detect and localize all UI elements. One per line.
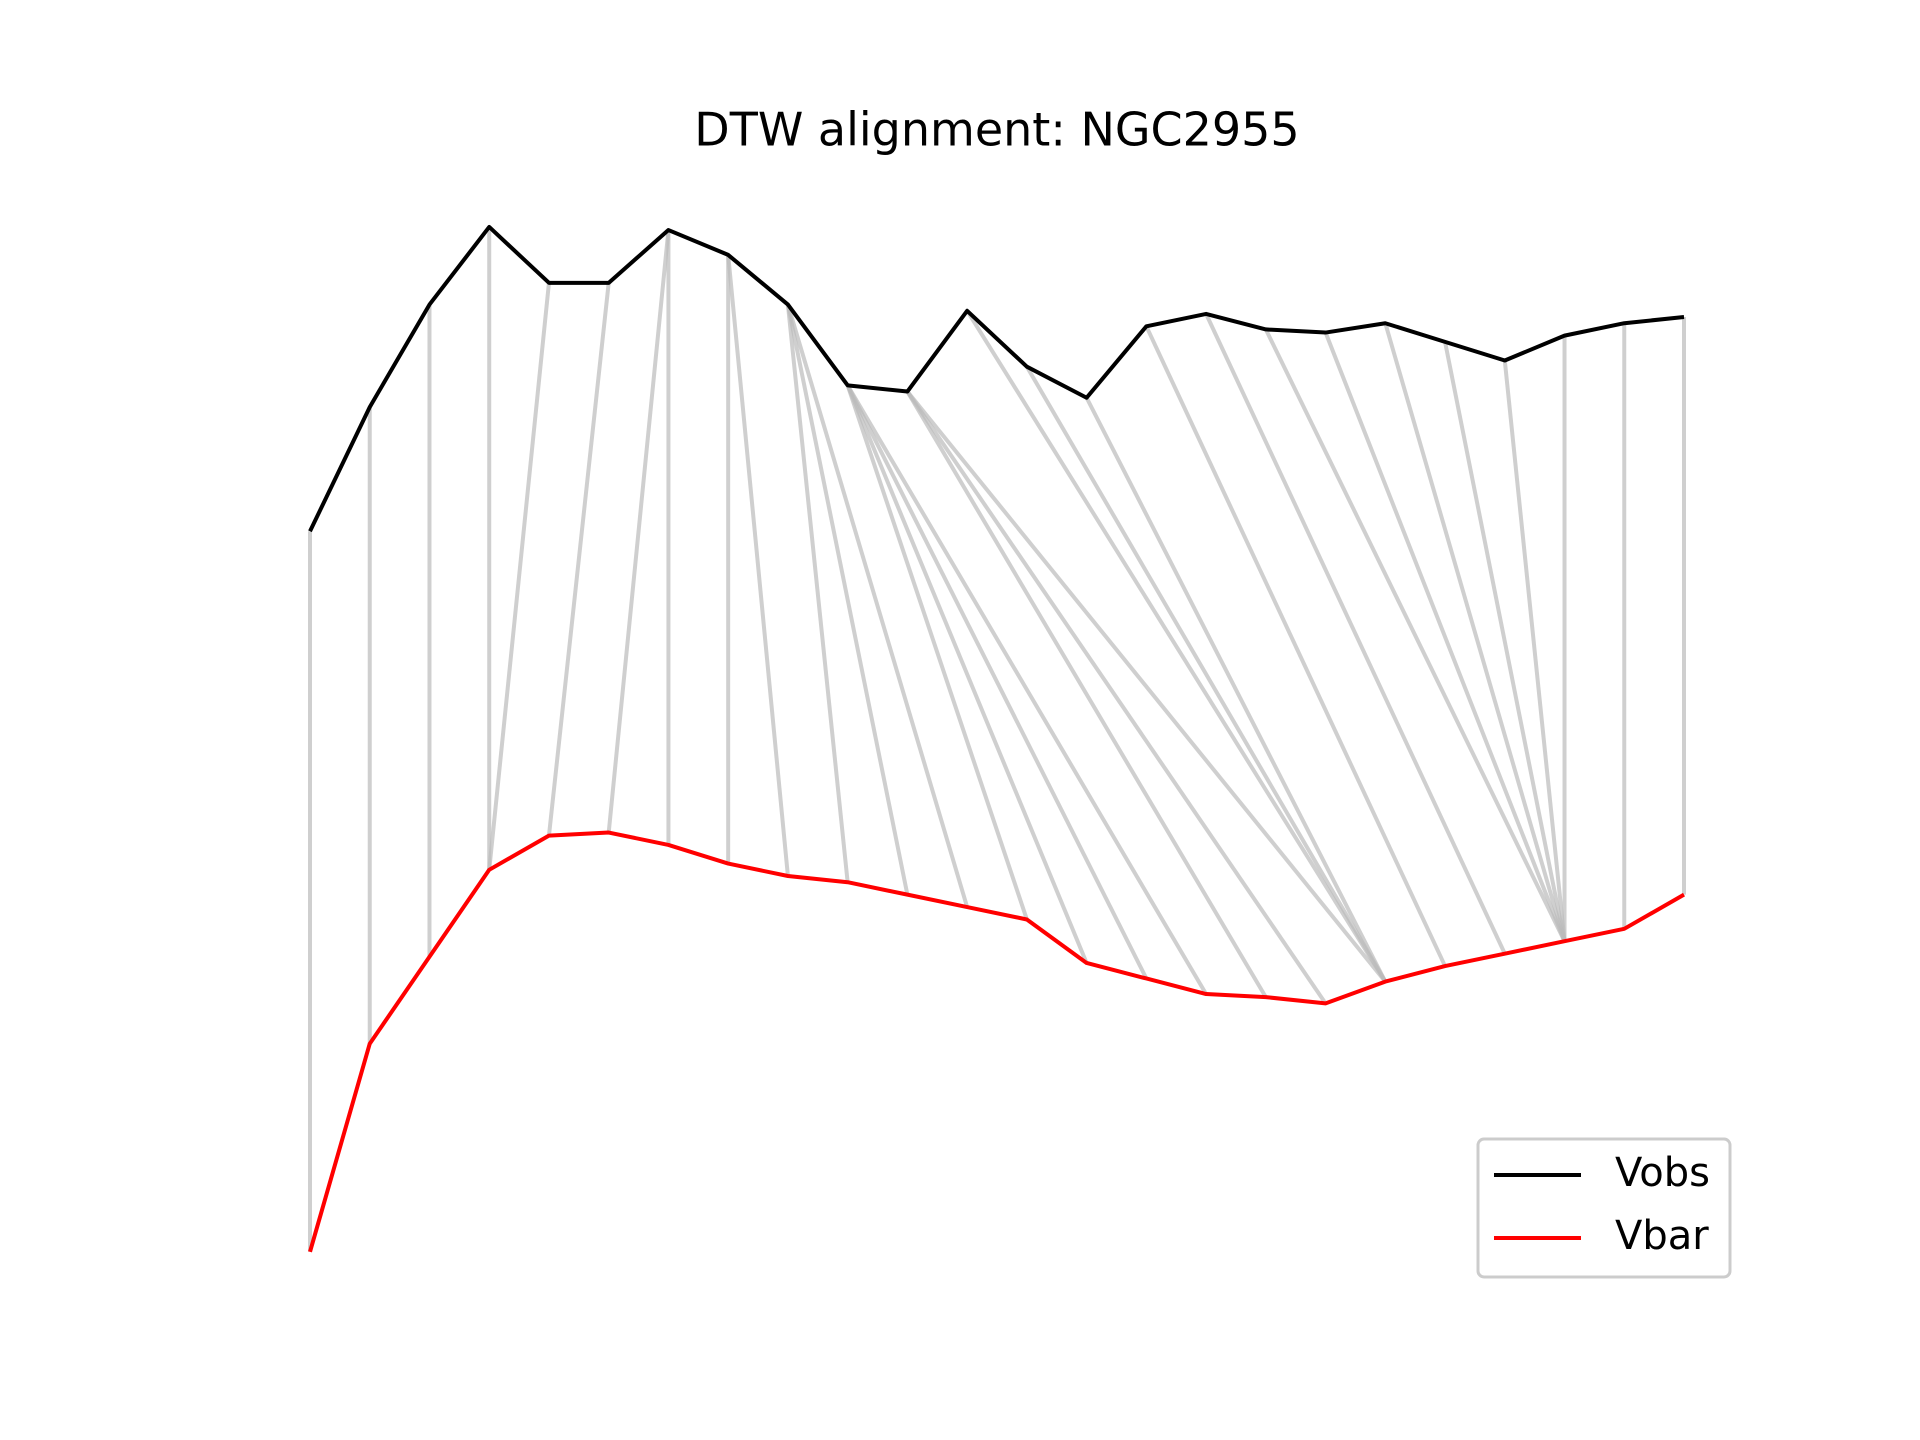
alignment-line <box>965 309 1388 983</box>
alignment-line <box>905 390 1387 983</box>
alignment-line <box>1144 325 1447 967</box>
alignment-line <box>905 390 1328 1005</box>
alignment-line <box>845 384 1208 996</box>
alignment-line <box>546 282 611 836</box>
alignment-line <box>487 282 551 871</box>
alignment-line <box>1383 322 1567 942</box>
alignment-line <box>845 384 1089 964</box>
legend: Vobs Vbar <box>1476 1137 1732 1279</box>
alignment-line <box>785 304 850 883</box>
alignment-line <box>1502 360 1567 942</box>
alignment-lines <box>308 226 1686 1252</box>
series-line <box>308 224 1685 533</box>
series-line <box>308 830 1685 1253</box>
alignment-line <box>1264 328 1567 943</box>
alignment-line <box>1443 341 1567 942</box>
legend-label: Vobs <box>1615 1150 1710 1196</box>
alignment-line <box>1204 313 1507 955</box>
alignment-line <box>845 384 1029 921</box>
alignment-line <box>905 390 1268 999</box>
alignment-line <box>606 229 671 833</box>
chart-title: DTW alignment: NGC2955 <box>694 103 1299 157</box>
alignment-line <box>726 254 790 877</box>
alignment-line <box>785 304 970 908</box>
alignment-line <box>845 384 1149 980</box>
alignment-line <box>1025 365 1388 983</box>
legend-label: Vbar <box>1615 1213 1709 1259</box>
alignment-line <box>785 304 910 896</box>
alignment-line <box>1323 331 1567 942</box>
alignment-line <box>1084 396 1388 983</box>
